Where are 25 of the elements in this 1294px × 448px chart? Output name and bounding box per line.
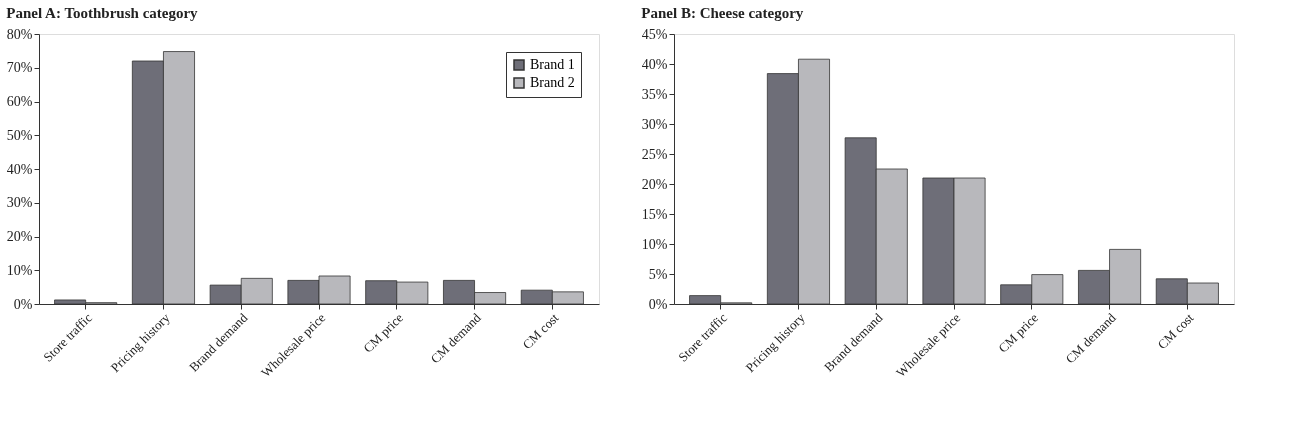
- y-tick-label: 30%: [6, 195, 33, 211]
- chart-title: Panel A: Toothbrush category: [6, 5, 199, 21]
- y-tick-label: 30%: [641, 116, 668, 132]
- y-tick-label: 40%: [641, 56, 668, 72]
- y-tick-label: 15%: [641, 206, 668, 222]
- x-tick-label: CM cost: [519, 309, 562, 353]
- x-tick-label: CM cost: [1154, 309, 1197, 353]
- y-tick-label: 70%: [6, 60, 33, 76]
- y-tick-label: 0%: [13, 296, 33, 312]
- y-tick-label: 45%: [641, 26, 668, 42]
- y-tick-label: 0%: [648, 296, 668, 312]
- y-tick-label: 20%: [641, 176, 668, 192]
- chart-title: Panel B: Cheese category: [641, 5, 804, 21]
- y-tick-label: 80%: [6, 26, 33, 42]
- y-tick-label: 10%: [641, 236, 668, 252]
- y-tick-label: 5%: [648, 266, 668, 282]
- legend-label: Brand 1: [530, 57, 575, 72]
- y-tick-label: 35%: [641, 86, 668, 102]
- y-tick-label: 25%: [641, 146, 668, 162]
- legend-label: Brand 2: [530, 75, 575, 90]
- y-tick-label: 10%: [6, 262, 33, 278]
- y-tick-label: 60%: [6, 94, 33, 109]
- y-tick-label: 20%: [6, 229, 33, 244]
- y-tick-label: 40%: [6, 161, 33, 177]
- y-tick-label: 50%: [6, 127, 33, 143]
